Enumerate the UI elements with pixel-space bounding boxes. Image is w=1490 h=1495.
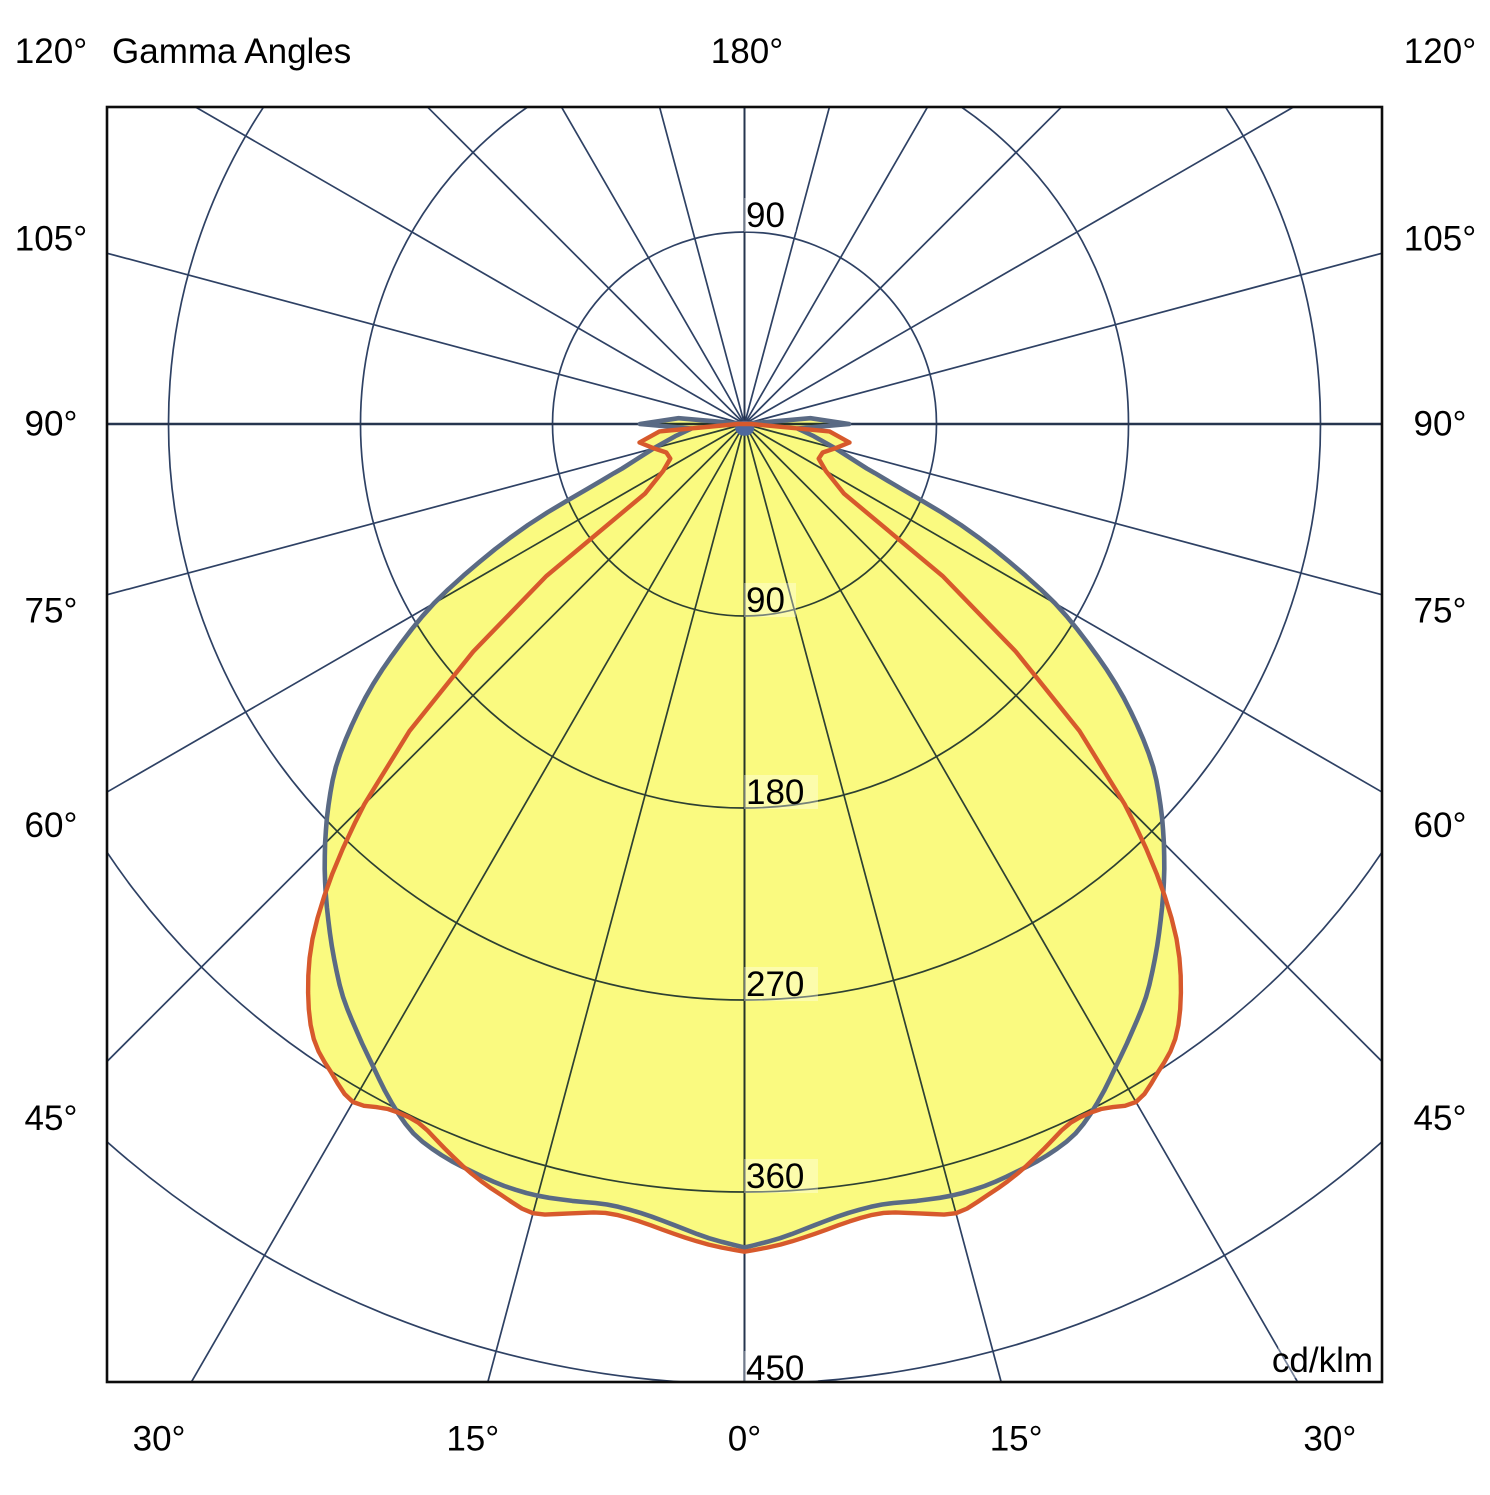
svg-text:15°: 15° (990, 1420, 1043, 1459)
svg-text:120°: 120° (1404, 32, 1476, 71)
svg-text:90°: 90° (1414, 405, 1467, 444)
svg-text:60°: 60° (25, 806, 78, 845)
svg-text:180: 180 (746, 773, 804, 812)
svg-text:105°: 105° (1404, 220, 1476, 259)
svg-text:cd/klm: cd/klm (1272, 1341, 1373, 1380)
svg-text:Gamma Angles: Gamma Angles (112, 32, 351, 71)
svg-text:60°: 60° (1414, 806, 1467, 845)
svg-text:30°: 30° (1303, 1420, 1356, 1459)
svg-text:45°: 45° (25, 1099, 78, 1138)
svg-text:45°: 45° (1414, 1099, 1467, 1138)
svg-text:75°: 75° (1414, 591, 1467, 630)
svg-text:15°: 15° (446, 1420, 499, 1459)
svg-text:0°: 0° (728, 1420, 761, 1459)
svg-text:270: 270 (746, 965, 804, 1004)
svg-text:90: 90 (746, 196, 785, 235)
svg-text:30°: 30° (133, 1420, 186, 1459)
svg-text:180°: 180° (711, 32, 783, 71)
svg-text:360: 360 (746, 1157, 804, 1196)
svg-text:90: 90 (746, 581, 785, 620)
svg-text:90°: 90° (25, 405, 78, 444)
svg-text:75°: 75° (25, 591, 78, 630)
svg-text:120°: 120° (15, 32, 87, 71)
svg-text:105°: 105° (15, 220, 87, 259)
